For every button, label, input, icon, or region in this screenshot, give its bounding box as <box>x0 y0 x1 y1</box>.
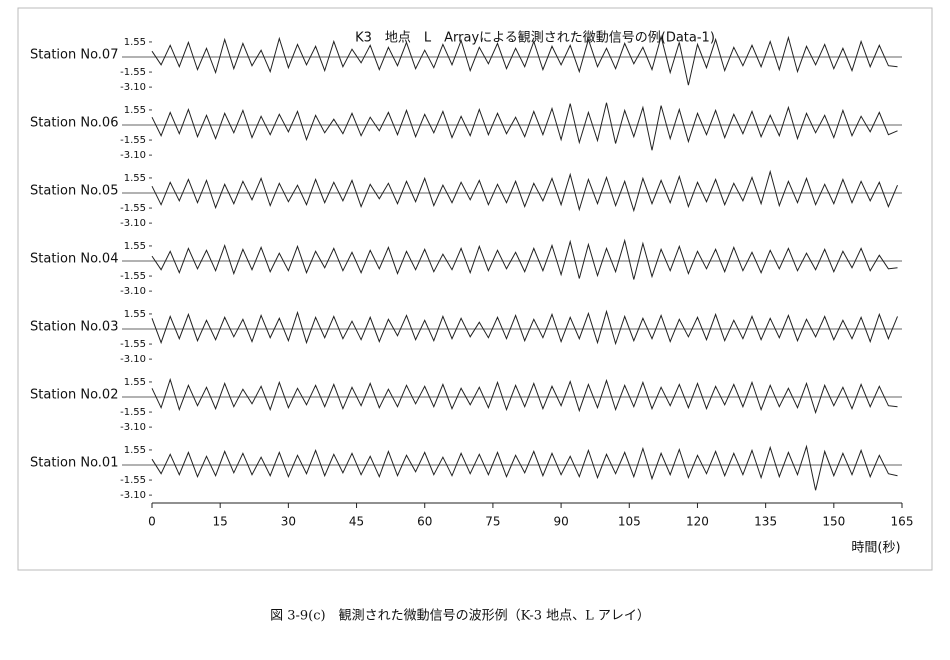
x-tick-label: 120 <box>686 515 709 529</box>
y-tick-label: 1.55 <box>124 37 146 48</box>
y-tick-label: -1.55 <box>120 203 146 214</box>
y-tick-label: -3.10 <box>120 82 146 93</box>
y-tick-label: -3.10 <box>120 218 146 229</box>
chart-frame <box>17 7 933 571</box>
station-label: Station No.01 <box>30 456 118 471</box>
x-tick-label: 0 <box>148 515 156 529</box>
x-tick-label: 165 <box>891 515 914 529</box>
waveform <box>151 444 898 491</box>
y-tick-label: 1.55 <box>124 309 146 320</box>
x-tick-label: 15 <box>213 515 228 529</box>
x-tick-label: 90 <box>553 515 568 529</box>
x-tick-label: 150 <box>822 515 845 529</box>
chart-title: K3 地点 L Arrayによる観測された微動信号の例(Data-1) <box>355 31 715 46</box>
y-tick-label: 1.55 <box>124 173 146 184</box>
y-tick-label: -1.55 <box>120 271 146 282</box>
y-tick-label: 1.55 <box>124 105 146 116</box>
y-tick-label: -3.10 <box>120 422 146 433</box>
waveform <box>151 102 898 151</box>
y-tick-label: 1.55 <box>124 241 146 252</box>
y-tick-label: -1.55 <box>120 475 146 486</box>
x-tick-label: 60 <box>417 515 432 529</box>
y-tick-label: 1.55 <box>124 445 146 456</box>
station-label: Station No.02 <box>30 388 118 403</box>
station-label: Station No.04 <box>30 252 118 267</box>
station-label: Station No.05 <box>30 184 118 199</box>
x-axis-label: 時間(秒) <box>851 541 900 556</box>
waveform <box>151 309 898 346</box>
y-tick-label: -3.10 <box>120 286 146 297</box>
station-label: Station No.06 <box>30 116 118 131</box>
y-tick-label: -1.55 <box>120 135 146 146</box>
station-label: Station No.03 <box>30 320 118 335</box>
y-tick-label: -3.10 <box>120 150 146 161</box>
waveform <box>151 377 898 415</box>
waveform <box>151 169 898 213</box>
y-tick-label: -1.55 <box>120 339 146 350</box>
waveform <box>151 34 898 86</box>
x-tick-label: 30 <box>281 515 296 529</box>
y-tick-label: 1.55 <box>124 377 146 388</box>
waveform <box>151 238 898 280</box>
x-tick-label: 75 <box>485 515 500 529</box>
y-tick-label: -1.55 <box>120 407 146 418</box>
y-tick-label: -1.55 <box>120 67 146 78</box>
x-tick-label: 45 <box>349 515 364 529</box>
x-tick-label: 135 <box>754 515 777 529</box>
x-tick-label: 105 <box>618 515 641 529</box>
y-tick-label: -3.10 <box>120 354 146 365</box>
y-tick-label: -3.10 <box>120 490 146 501</box>
station-label: Station No.07 <box>30 48 118 63</box>
figure-caption: 図 3-9(c) 観測された微動信号の波形例（K-3 地点、L アレイ） <box>270 609 650 624</box>
